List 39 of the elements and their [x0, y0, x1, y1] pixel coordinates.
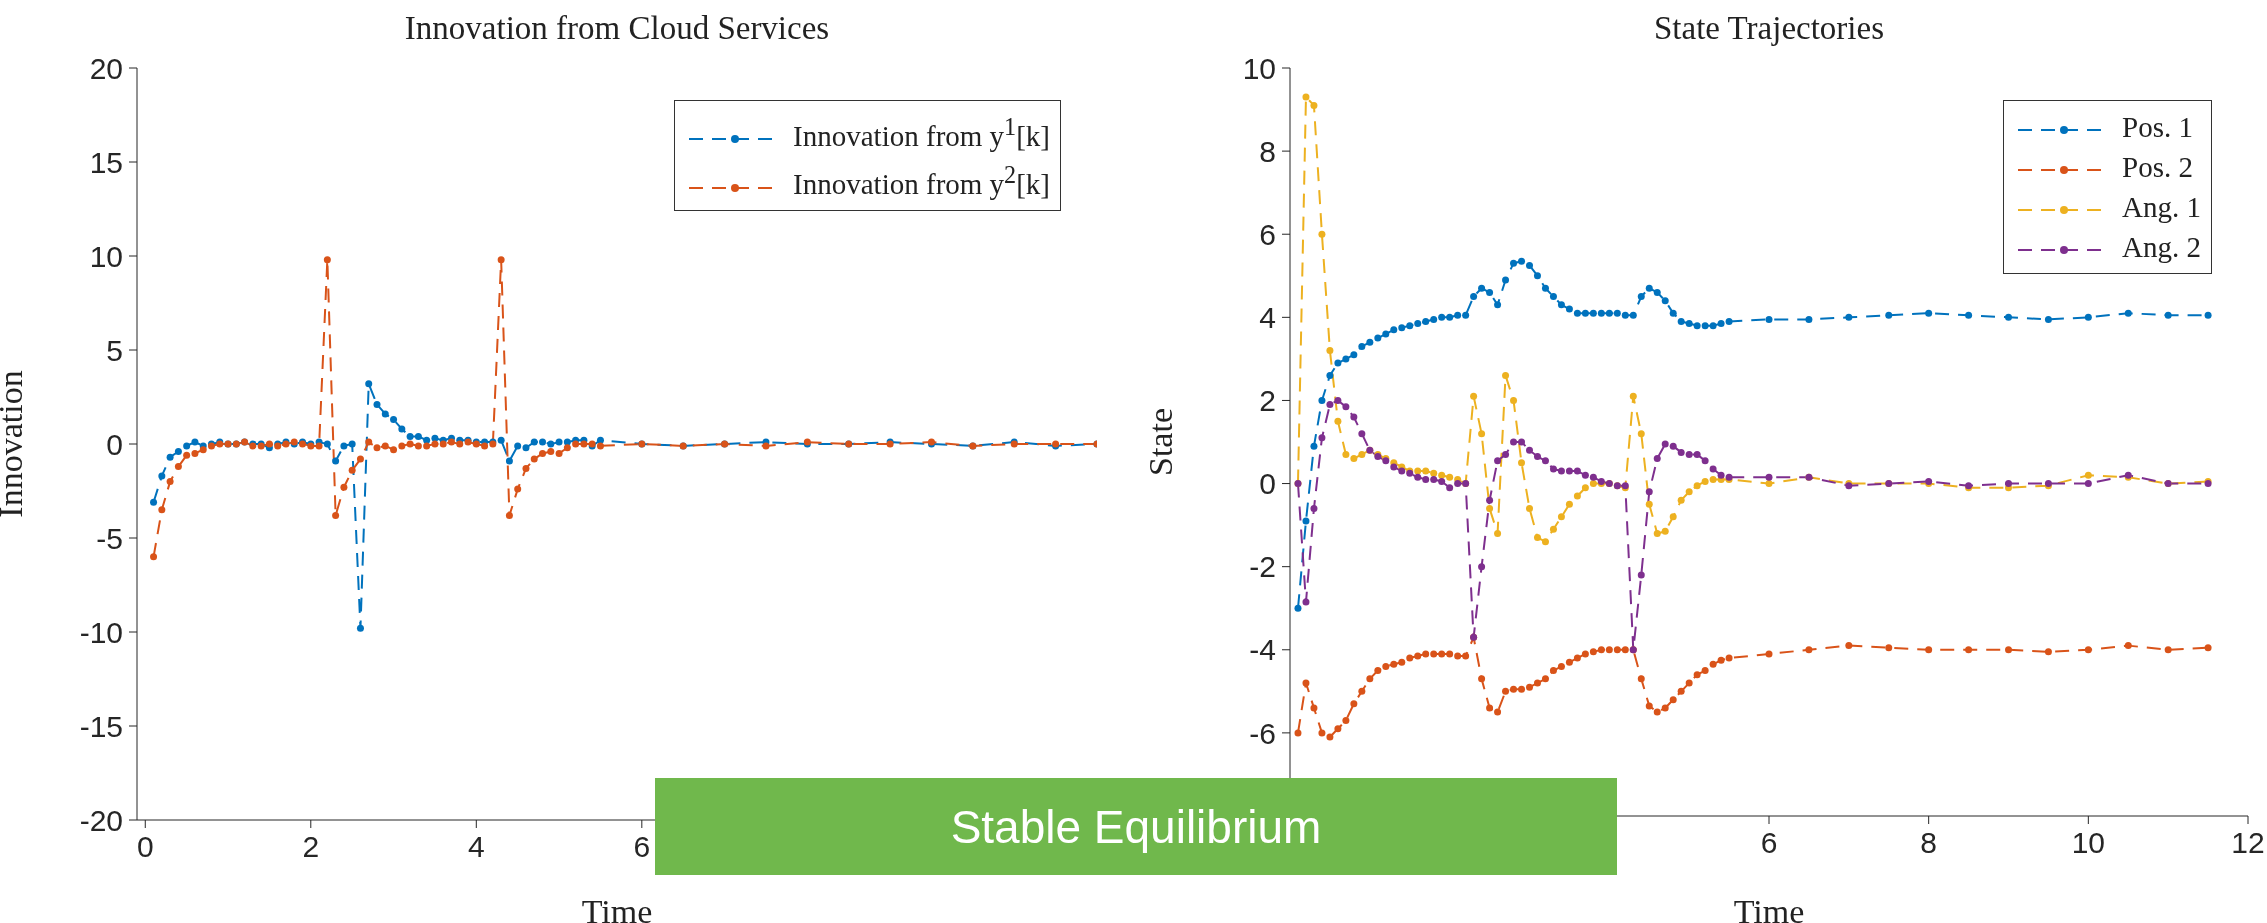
legend-label: Pos. 2	[2122, 151, 2193, 183]
x-tick-label: 2	[302, 830, 320, 864]
legend-label: Ang. 2	[2122, 231, 2201, 263]
y-tick-label: -15	[79, 709, 123, 743]
legend-label: Pos. 1	[2122, 111, 2193, 143]
y-tick-label: 0	[106, 427, 123, 461]
y-tick-label: 0	[1259, 467, 1276, 501]
y-tick-label: 10	[1242, 51, 1276, 85]
y-tick-label: 8	[1259, 134, 1276, 168]
x-tick-label: 8	[1920, 826, 1938, 860]
legend-label: Innovation from y$^{2}$[k]	[793, 161, 1050, 201]
x-tick-label: 4	[467, 830, 485, 864]
y-axis-title: State	[1142, 408, 1180, 476]
legend-label: Ang. 1	[2122, 191, 2201, 223]
legend-label: Innovation from y$^{1}$[k]	[793, 113, 1050, 152]
banner: Stable Equilibrium	[655, 778, 1617, 875]
y-tick-label: 4	[1259, 300, 1276, 334]
y-tick-label: 5	[106, 333, 123, 367]
y-tick-label: 15	[89, 145, 123, 179]
x-tick-label: 10	[2071, 826, 2106, 860]
y-tick-label: 10	[89, 239, 123, 273]
y-tick-label: 2	[1259, 384, 1276, 418]
x-tick-label: 6	[633, 830, 651, 864]
y-tick-label: -5	[96, 521, 123, 555]
y-tick-label: -4	[1249, 633, 1276, 667]
x-axis-title: Time	[581, 893, 653, 923]
y-tick-label: 6	[1259, 217, 1276, 251]
y-tick-label: -10	[79, 615, 123, 649]
y-tick-label: 20	[89, 51, 123, 85]
y-tick-label: -6	[1249, 716, 1276, 750]
y-tick-label: -20	[79, 803, 123, 837]
y-tick-label: -2	[1249, 550, 1276, 584]
chart-title: Innovation from Cloud Services	[403, 10, 831, 47]
x-tick-label: 0	[136, 830, 154, 864]
x-tick-label: 6	[1760, 826, 1778, 860]
chart-title: State Trajectories	[1652, 10, 1886, 47]
x-axis-title: Time	[1733, 893, 1805, 923]
y-axis-title: Innovation	[0, 370, 30, 518]
x-tick-label: 12	[2231, 826, 2265, 860]
